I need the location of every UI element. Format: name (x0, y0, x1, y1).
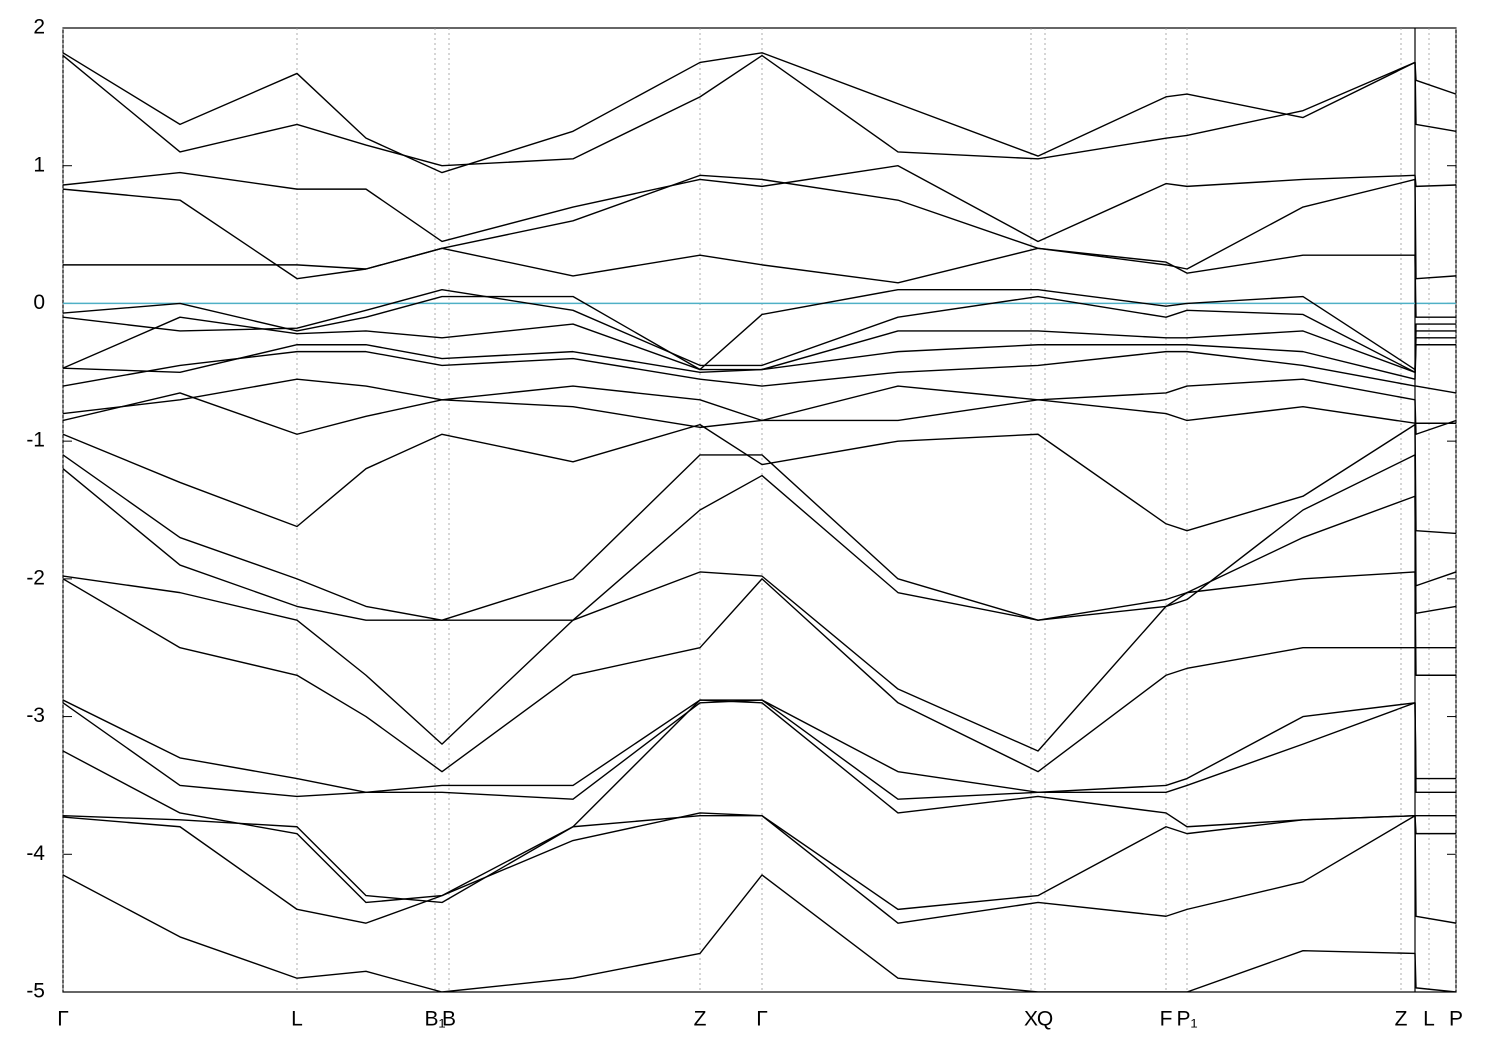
band-line (63, 52, 1456, 174)
x-tick-label: L (1423, 1008, 1435, 1031)
x-tick-label: X (1024, 1008, 1038, 1031)
y-tick-label: 0 (33, 291, 45, 314)
band-line (63, 350, 1456, 394)
x-tick-label: B₁ (424, 1008, 445, 1031)
y-tick-label: -5 (26, 980, 45, 1003)
x-tick-label: B (442, 1008, 456, 1031)
y-tick-label: -2 (26, 566, 45, 589)
x-tick-label: Z (694, 1008, 707, 1031)
band-line (63, 165, 1456, 243)
x-tick-label: L (291, 1008, 303, 1031)
band-line (63, 699, 1456, 904)
band-line (63, 815, 1456, 911)
band-line (63, 874, 1456, 992)
x-tick-label: F (1160, 1008, 1173, 1031)
plot-frame (62, 27, 1457, 993)
y-tick-label: -3 (26, 704, 45, 727)
x-tick-label: Z (1395, 1008, 1408, 1031)
y-tick-label: -4 (26, 842, 45, 865)
band-line (63, 288, 1456, 371)
x-tick-label: P₁ (1176, 1008, 1197, 1031)
band-line (63, 812, 1456, 924)
bands (63, 52, 1456, 992)
band-line (63, 344, 1456, 380)
x-tick-label: Γ (57, 1008, 69, 1031)
band-line (63, 423, 1456, 535)
band-line (63, 378, 1456, 435)
x-tick-label: Q (1037, 1008, 1053, 1031)
x-tick-label: Γ (756, 1008, 768, 1031)
band-line (63, 699, 1456, 794)
y-tick-label: -1 (26, 429, 45, 452)
y-tick-label: 2 (33, 16, 45, 39)
band-line (63, 454, 1456, 621)
band-line (63, 316, 1456, 373)
band-line (63, 392, 1456, 435)
band-line (63, 699, 1456, 800)
band-line (63, 54, 1456, 167)
band-line (63, 174, 1456, 280)
band-line (63, 578, 1456, 773)
band-line (63, 571, 1456, 752)
x-tick-label: P (1449, 1008, 1463, 1031)
y-tick-label: 1 (33, 153, 45, 176)
band-line (63, 247, 1456, 318)
band-line (63, 288, 1456, 373)
band-line (63, 468, 1456, 621)
